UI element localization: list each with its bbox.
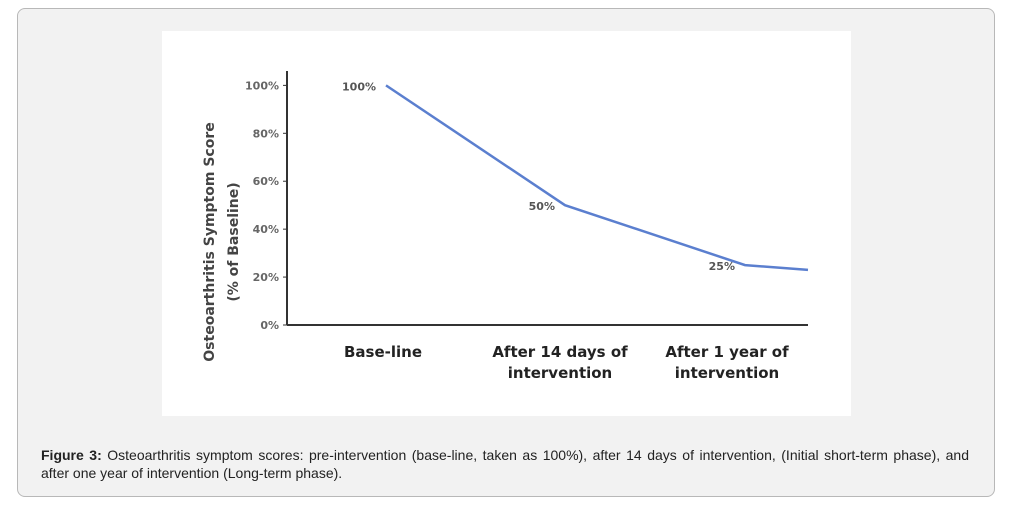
x-tick-label: After 1 year of intervention [665,343,789,382]
x-tick-label: Base-line [343,343,423,361]
y-tick-label: 60% [253,175,279,188]
caption-label: Figure 3: [41,447,102,463]
y-tick-label: 40% [253,223,279,236]
y-tick-label: 0% [260,319,279,332]
chart: Osteoarthritis Symptom Score (% of Basel… [162,31,851,416]
data-line [385,84,809,272]
y-tick-label: 100% [245,79,279,92]
caption: Figure 3: Osteoarthritis symptom scores:… [41,446,969,482]
data-label: 100% [342,80,376,93]
y-tick-label: 20% [253,271,279,284]
x-tick-label: After 14 days of intervention [492,343,628,382]
data-label: 50% [529,200,555,213]
y-axis-title: (% of Baseline) [226,182,242,301]
y-tick-label: 80% [253,127,279,140]
data-label: 25% [709,260,735,273]
caption-text: Osteoarthritis symptom scores: pre-inter… [41,447,969,481]
y-axis-title: Osteoarthritis Symptom Score [202,122,218,361]
